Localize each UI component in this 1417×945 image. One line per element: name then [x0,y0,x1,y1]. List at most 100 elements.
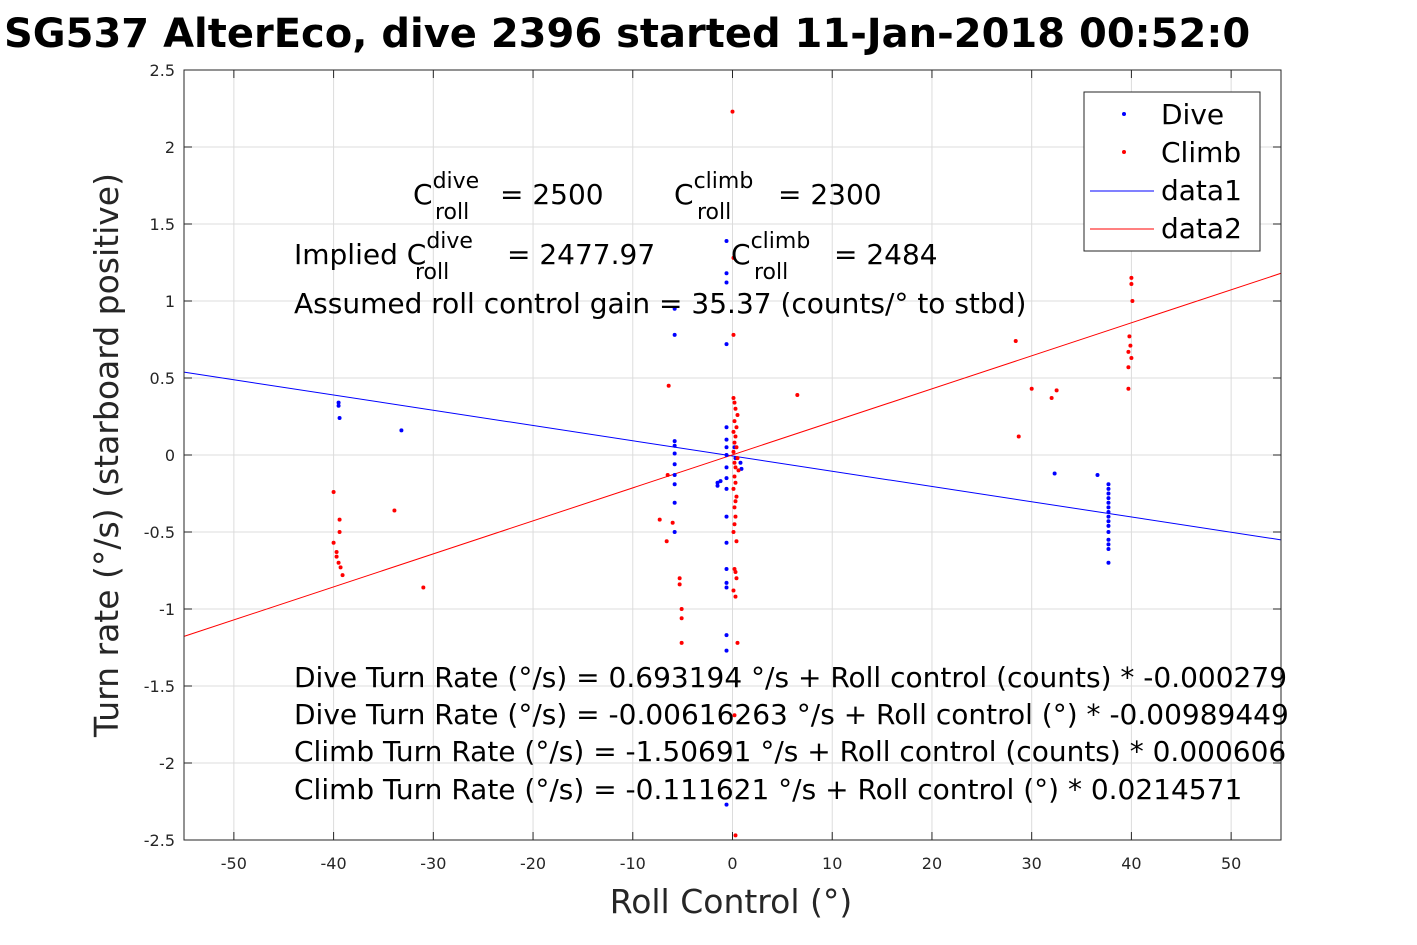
climb-point [1128,343,1133,348]
dive-point [724,802,729,807]
dive-point [715,483,720,488]
dive-point [724,633,729,638]
c-roll-climb-sub: roll [697,200,731,225]
climb-point [665,473,670,478]
dive-point [724,271,729,276]
dive-point [672,482,677,487]
dive-point [724,342,729,347]
climb-point [1016,434,1021,439]
implied-climb-base: C [731,238,751,271]
climb-point [331,540,336,545]
climb-point [733,434,738,439]
annotation-c-roll-dive: Cdive roll = 2500 [413,169,604,225]
y-tick-label: 1.5 [150,215,175,234]
legend-climb-marker [1122,150,1126,154]
dive-point [724,280,729,285]
implied-climb-sup: climb [751,229,811,254]
climb-point [1126,386,1131,391]
dive-point [724,437,729,442]
dive-point [724,445,729,450]
dive-point [1106,505,1111,510]
dive-point [724,580,729,585]
dive-point [672,462,677,467]
climb-point [731,530,736,534]
climb-point [337,530,342,534]
climb-point [1054,388,1059,393]
climb-point [1129,282,1134,287]
x-tick-labels: -50 -40 -30 -20 -10 0 10 20 30 40 50 [221,854,1242,873]
annotation-implied-climb: Cclimb roll = 2484 [731,229,938,285]
climb-point [735,640,740,645]
implied-climb-sub: roll [754,260,788,285]
climb-point [731,588,736,593]
climb-point [732,566,737,571]
grid [184,69,1281,841]
climb-point [1127,334,1132,339]
dive-point [718,479,723,484]
x-tick-label: -30 [420,854,446,873]
implied-dive-base: C [407,238,427,271]
climb-point [733,594,738,599]
climb-point [733,465,738,470]
climb-point [338,565,343,570]
c-roll-dive-value: = 2500 [500,178,604,211]
dive-point [1106,530,1111,534]
y-tick-label: -0.5 [144,523,175,542]
climb-point [732,419,737,424]
climb-point [1126,349,1131,354]
fit-text-dive-degrees: Dive Turn Rate (°/s) = -0.00616263 °/s +… [294,698,1289,731]
x-tick-label: 0 [727,854,737,873]
climb-point [1130,299,1135,303]
dive-point [724,486,729,491]
dive-point [672,473,677,478]
dive-point [399,428,404,433]
legend-dive-label: Dive [1161,98,1224,131]
climb-point [1129,275,1134,280]
climb-point [679,607,684,611]
dive-point [715,480,720,485]
implied-climb-value: = 2484 [834,238,938,271]
dive-point [672,530,677,534]
fit-line-data2 [183,272,1282,637]
climb-point [730,109,735,114]
climb-point [731,396,736,401]
dive-point [1052,471,1057,476]
climb-points [331,109,1135,838]
climb-point [733,499,738,504]
x-tick-label: 10 [822,854,842,873]
climb-point [679,616,684,621]
climb-point [795,392,800,397]
climb-point [735,412,740,417]
implied-dive-sub: roll [415,260,449,285]
climb-point [392,508,397,513]
climb-point [732,505,737,510]
climb-point [734,494,739,499]
climb-point [734,425,739,430]
dive-point [739,466,744,471]
dive-point [672,306,677,311]
dive-point [724,566,729,571]
dive-point [1106,482,1111,487]
implied-prefix: Implied [294,238,407,271]
climb-point [732,460,737,465]
dive-point [1106,514,1111,519]
climb-point [731,255,736,260]
dive-points [336,238,1111,807]
y-tick-label: -1 [159,600,175,619]
c-roll-climb-sup: climb [694,169,754,194]
y-tick-label: -1.5 [144,677,175,696]
fit-line-data1 [183,371,1282,541]
fit-text-dive-counts: Dive Turn Rate (°/s) = 0.693194 °/s + Ro… [294,661,1287,694]
dive-point [1106,491,1111,496]
y-tick-label: 2 [165,138,175,157]
dive-point [1106,523,1111,528]
climb-point [732,440,737,445]
dive-point [724,540,729,545]
dive-point [672,500,677,505]
climb-point [732,400,737,405]
dive-point [672,451,677,456]
climb-point [331,489,336,494]
climb-point [733,480,738,485]
x-tick-label: 20 [922,854,942,873]
